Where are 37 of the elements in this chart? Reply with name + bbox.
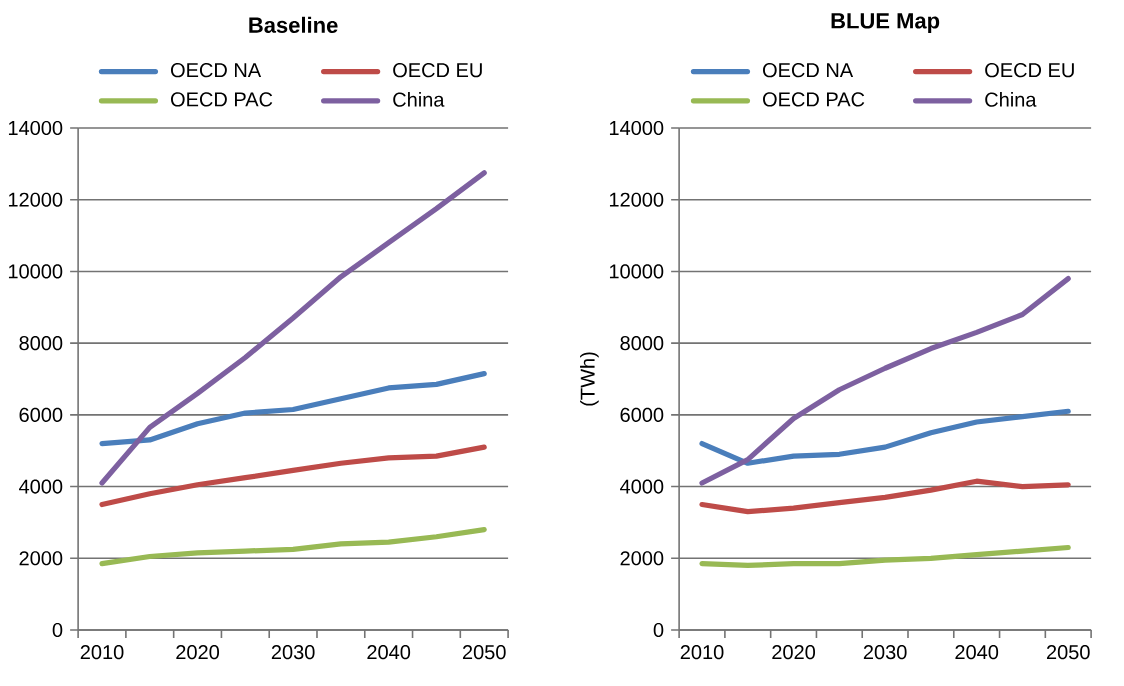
x-tick-label: 2020 [772,645,816,660]
y-tick-label: 4000 [620,479,664,494]
y-axis-title: (TWh) [580,352,599,406]
legend-label: OECD PAC [763,92,865,107]
x-tick-label: 2030 [271,645,315,660]
y-tick-label: 2000 [19,551,63,566]
x-tick-label: 2040 [367,645,411,660]
x-tick-label: 2050 [462,645,506,660]
y-tick-label: 12000 [609,192,664,207]
legend-label: China [393,92,445,107]
x-tick-label: 2040 [955,645,999,660]
legend-label: OECD EU [393,63,482,78]
y-tick-label: 0 [52,622,63,638]
y-tick-label: 14000 [609,120,664,136]
x-tick-label: 2020 [176,645,220,660]
y-tick-label: 6000 [620,407,664,422]
y-tick-label: 8000 [620,336,664,351]
y-tick-label: 10000 [609,264,664,279]
x-tick-label: 2010 [680,645,724,660]
legend-label: OECD NA [763,63,854,78]
y-tick-label: 12000 [8,192,63,207]
legend-label: OECD PAC [170,92,273,107]
y-tick-label: 14000 [8,120,63,136]
x-tick-label: 2010 [80,645,124,660]
legend-label: China [985,92,1037,107]
y-tick-label: 6000 [19,407,63,422]
y-tick-label: 0 [653,622,664,638]
y-tick-label: 10000 [8,264,63,279]
y-tick-label: 2000 [620,551,664,566]
y-tick-label: 8000 [19,336,63,351]
legend-label: OECD EU [985,63,1074,78]
chart-title: BLUE Map [831,13,940,33]
legend-label: OECD NA [170,63,262,78]
chart-title: Baseline [249,16,338,33]
x-tick-label: 2050 [1046,645,1090,660]
x-tick-label: 2030 [863,645,907,660]
y-tick-label: 4000 [19,479,63,494]
